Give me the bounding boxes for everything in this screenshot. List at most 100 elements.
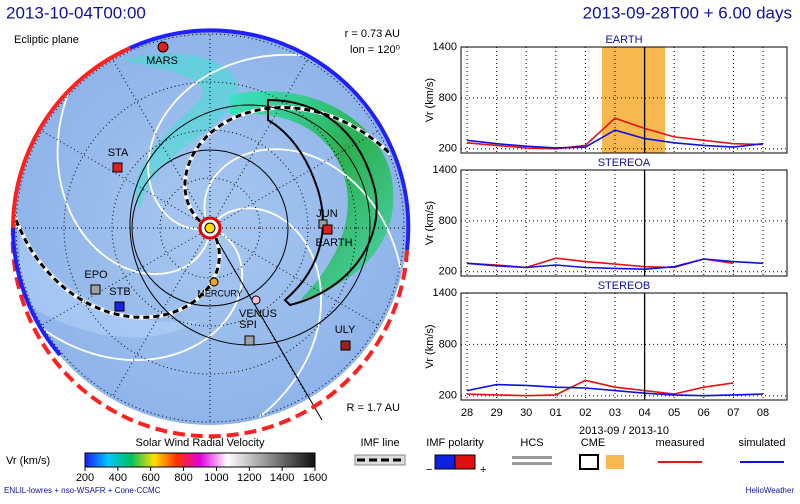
spacecraft (112, 162, 123, 173)
angle-line (209, 130, 380, 229)
y-axis-label: Vr (km/s) (424, 78, 436, 122)
colorbar-tick-label: 400 (109, 472, 127, 484)
cme-window (602, 47, 665, 153)
body-label: VENUS (239, 308, 277, 320)
map-extent: R = 1.7 AU (346, 402, 400, 414)
x-axis-label: 2013-09 / 2013-10 (579, 425, 669, 437)
plot-frame (460, 169, 788, 277)
map-radius: r = 0.73 AU (345, 28, 400, 40)
spacecraft (340, 340, 351, 351)
legend: Solar Wind Radial Velocity Vr (km/s) IMF… (4, 437, 794, 495)
legend-label: − (426, 464, 432, 476)
legend-swatch (512, 462, 552, 465)
planet (209, 277, 219, 287)
legend-label: + (480, 464, 486, 476)
body-label: JUN (316, 208, 337, 220)
body-label: ULY (335, 324, 356, 336)
angle-line (40, 130, 211, 229)
angle-line (112, 227, 211, 398)
legend-label: IMF line (360, 437, 399, 449)
sun (204, 222, 216, 234)
panel-title: STEREOB (598, 280, 651, 292)
colorbar-title: Solar Wind Radial Velocity (135, 437, 265, 449)
fast-stream (120, 53, 238, 211)
map-plane: Ecliptic plane (14, 34, 79, 46)
planet (322, 224, 333, 235)
cme-outline (267, 98, 378, 307)
x-tick-label: 28 (461, 407, 473, 419)
cme-region (230, 91, 394, 300)
legend-swatch (512, 456, 552, 459)
legend-swatch (579, 454, 599, 470)
colorbar (84, 452, 316, 468)
legend-label: CME (581, 437, 605, 449)
colorbar-tick-label: 1000 (204, 472, 228, 484)
panel-title: STEREOA (598, 157, 651, 169)
y-tick-label: 200 (439, 390, 457, 402)
series-line (466, 129, 764, 149)
polarity-ring (129, 28, 411, 251)
distance-ring (159, 177, 261, 279)
series-line (466, 383, 764, 397)
colorbar-tick-label: 1200 (237, 472, 261, 484)
colorbar-label: Vr (km/s) (6, 455, 50, 467)
x-tick-label: 08 (757, 407, 769, 419)
legend-swatch (354, 454, 406, 466)
legend-label: measured (656, 437, 705, 449)
orbit-circle (131, 149, 289, 307)
body-label: SPI (239, 319, 257, 331)
plot-frame (460, 292, 788, 401)
body-label: MERCURY (197, 288, 242, 298)
y-tick-label: 800 (439, 338, 457, 350)
series-line (466, 117, 764, 150)
angle-line (209, 58, 308, 229)
x-tick-label: 30 (520, 407, 532, 419)
legend-swatch (434, 454, 456, 470)
legend-label: simulated (738, 437, 785, 449)
y-tick-label: 200 (439, 266, 457, 278)
slow-stream (20, 230, 200, 338)
plot-frame (460, 46, 788, 154)
planet (251, 295, 261, 305)
y-tick-label: 1400 (433, 164, 457, 176)
x-tick-label: 07 (727, 407, 739, 419)
polarity-ring (10, 227, 409, 439)
earth-line (209, 227, 323, 421)
colorbar-tick-label: 1400 (270, 472, 294, 484)
x-tick-label: 02 (579, 407, 591, 419)
polarity-ring (11, 46, 131, 229)
y-tick-label: 800 (439, 215, 457, 227)
footer-right: HelioWeather (746, 486, 795, 495)
colorbar-tick-label: 1600 (303, 472, 327, 484)
colorbar-tick-label: 600 (142, 472, 160, 484)
distance-ring (63, 81, 357, 375)
map-time: 2013-10-04T00:00 (6, 3, 146, 22)
spacecraft (244, 335, 255, 346)
legend-swatch (454, 454, 476, 470)
x-tick-label: 05 (668, 407, 680, 419)
body-label: MARS (146, 55, 178, 67)
spacecraft (114, 301, 125, 312)
imf-line (183, 105, 405, 324)
series-line (466, 379, 734, 397)
x-tick-label: 01 (550, 407, 562, 419)
field-line (84, 207, 323, 423)
y-tick-label: 200 (439, 143, 457, 155)
heliosphere-map: Ecliptic plane r = 0.73 AU lon = 120⁰ R … (10, 28, 411, 439)
angle-line (112, 58, 211, 229)
distance-ring (15, 33, 405, 423)
colorbar-tick-label: 800 (174, 472, 192, 484)
legend-label: IMF polarity (426, 437, 484, 449)
x-tick-label: 29 (490, 407, 502, 419)
run-info: 2013-09-28T00 + 6.00 days (583, 3, 792, 22)
body-label: EARTH (315, 237, 352, 249)
body-label: STA (108, 147, 129, 159)
y-tick-label: 800 (439, 92, 457, 104)
distance-ring (111, 129, 309, 327)
x-tick-label: 03 (609, 407, 621, 419)
y-tick-label: 1400 (433, 287, 457, 299)
angle-line (40, 227, 211, 326)
planet (157, 41, 169, 53)
x-tick-label: 04 (638, 407, 650, 419)
